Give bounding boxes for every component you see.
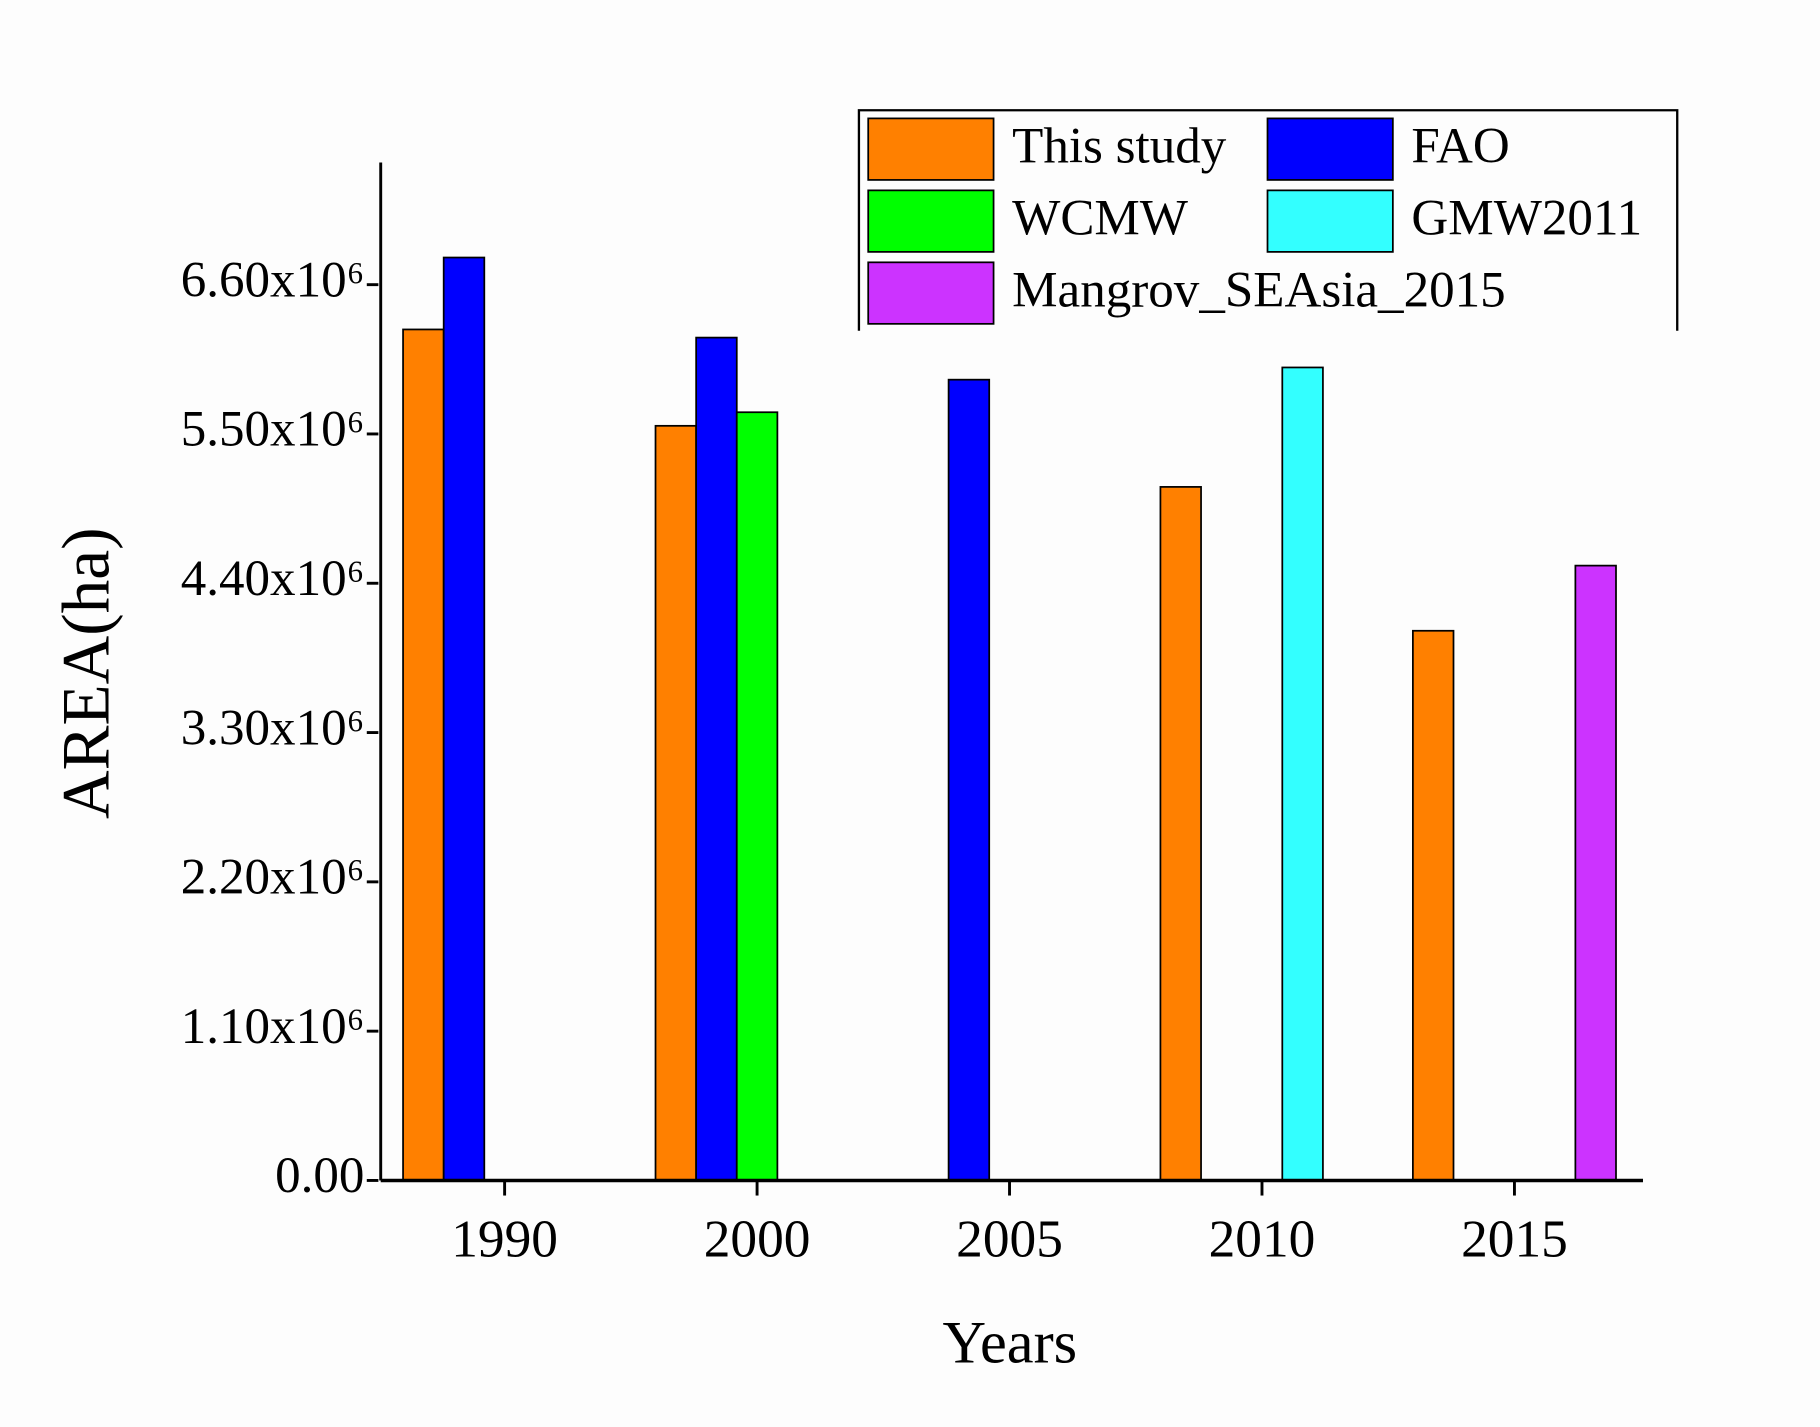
y-tick-label: 5.50x10⁶	[181, 401, 365, 458]
y-tick-label: 2.20x10⁶	[181, 849, 365, 906]
legend-swatch	[1266, 189, 1394, 253]
y-tick-label: 6.60x10⁶	[181, 251, 365, 308]
y-tick-label: 0.00	[275, 1147, 364, 1204]
bar	[735, 411, 779, 1182]
x-tick-label: 2010	[1209, 1209, 1316, 1269]
legend-swatch	[867, 189, 995, 253]
legend-label: This study	[1012, 118, 1227, 175]
x-axis-title: Years	[942, 1310, 1077, 1377]
y-tick-label: 4.40x10⁶	[181, 550, 365, 607]
bar	[1574, 564, 1617, 1182]
bar	[654, 424, 698, 1182]
bar	[402, 328, 445, 1182]
legend-swatch	[1266, 117, 1394, 181]
y-tick-label: 3.30x10⁶	[181, 699, 365, 756]
bar	[442, 256, 486, 1182]
legend-label: WCMW	[1012, 190, 1189, 247]
legend-label: FAO	[1411, 118, 1509, 175]
bar	[1412, 629, 1455, 1182]
legend-swatch	[867, 261, 995, 325]
bar	[695, 336, 738, 1182]
x-tick-label: 1990	[451, 1209, 558, 1269]
bar	[947, 378, 991, 1182]
legend-label: GMW2011	[1411, 190, 1642, 247]
y-tick-label: 1.10x10⁶	[181, 998, 365, 1055]
x-tick-label: 2005	[956, 1209, 1063, 1269]
x-tick-label: 2015	[1461, 1209, 1568, 1269]
legend-label: Mangrov_SEAsia_2015	[1012, 262, 1506, 319]
bar	[1281, 366, 1324, 1182]
legend-swatch	[867, 117, 995, 181]
y-axis-title: AREA(ha)	[48, 527, 123, 819]
bar	[1159, 486, 1202, 1182]
x-tick-label: 2000	[704, 1209, 811, 1269]
